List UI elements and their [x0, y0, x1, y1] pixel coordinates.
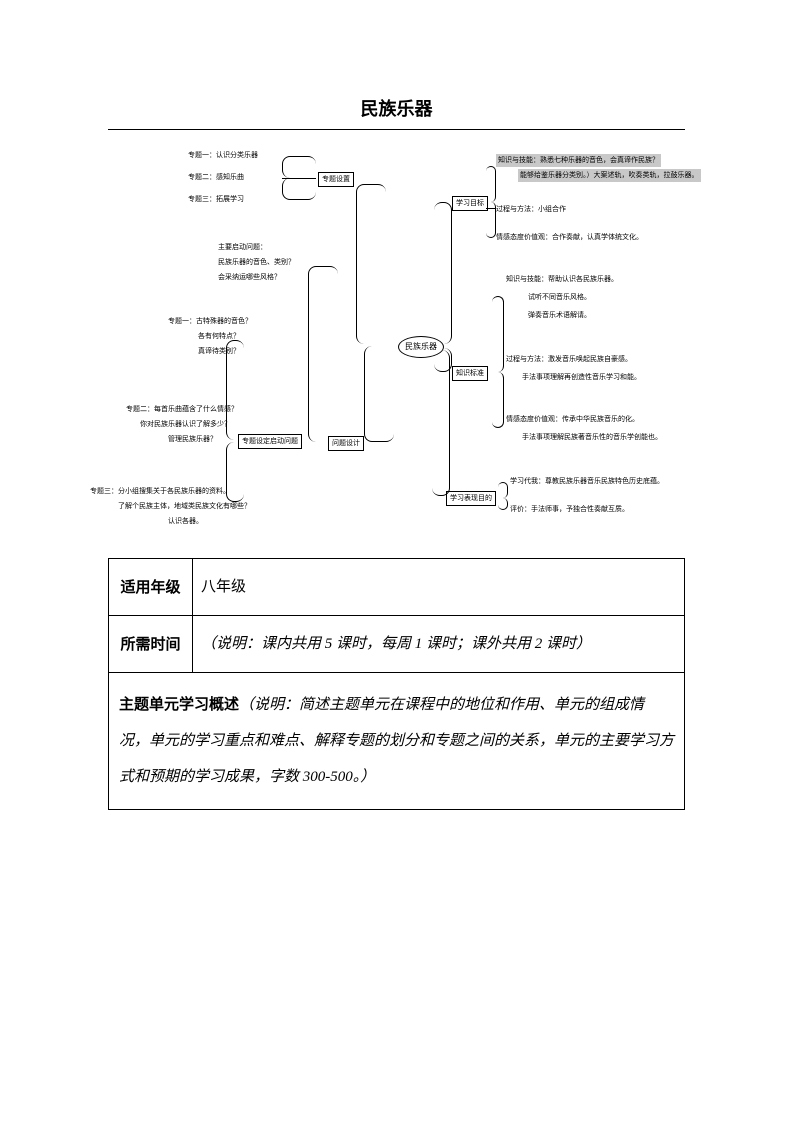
label-grade: 适用年级: [109, 559, 193, 616]
node-sub3-l1: 了解个民族主体，地域类民族文化有哪些？: [118, 501, 251, 512]
node-learning-perf: 学习表现目的: [446, 491, 496, 506]
node-goal-k2: 能够给鉴乐器分类别。）大案述轨，吹奏类轨，拉鼓乐器。: [518, 169, 701, 182]
node-topic1: 专题一：认识分类乐器: [188, 150, 258, 161]
node-sub2-l2: 管理民族乐器？: [168, 434, 217, 445]
overview-cell: 主题单元学习概述（说明：简述主题单元在课程中的地位和作用、单元的组成情况，单元的…: [109, 673, 685, 810]
node-perf-l1: 学习代我：尊教民族乐器音乐民族特色历史底蕴。: [510, 476, 664, 487]
node-a2: 手法事项理解民族著音乐性的音乐学创能也。: [522, 432, 662, 443]
node-topic3: 专题三：拓展学习: [188, 194, 244, 205]
node-mainq-l2: 会采纳运哪些风格？: [218, 272, 281, 283]
node-k3: 弹奏音乐术语解请。: [528, 310, 591, 321]
node-k1: 知识与技能：帮助认识各民族乐器。: [506, 274, 618, 285]
info-table: 适用年级 八年级 所需时间 （说明：课内共用 5 课时，每周 1 课时；课外共用…: [108, 558, 685, 810]
node-goal-k1: 知识与技能：熟悉七种乐器的音色，会真谛作民族？: [496, 154, 661, 167]
node-topic2: 专题二：感知乐曲: [188, 172, 244, 183]
node-mainq-head: 主要启动问题：: [218, 242, 267, 253]
node-p1: 过程与方法：激发音乐唤起民族自豪感。: [506, 354, 632, 365]
node-a1: 情感态度价值观：传承中华民族音乐的化。: [506, 414, 639, 425]
mindmap-diagram: 民族乐器 专题设置 专题一：认识分类乐器 专题二：感知乐曲 专题三：拓展学习 问…: [108, 136, 685, 556]
node-topic-setting: 专题设置: [318, 172, 354, 187]
node-sub3-head: 专题三：分小组搜集关于各民族乐器的资料。: [90, 486, 230, 497]
table-row: 主题单元学习概述（说明：简述主题单元在课程中的地位和作用、单元的组成情况，单元的…: [109, 673, 685, 810]
node-sub2-head: 专题二：每首乐曲蕴含了什么情感？: [126, 404, 238, 415]
node-goal-att: 情感态度价值观：合作奏献，认真学体统文化。: [496, 232, 643, 243]
node-sub3-l2: 认识各器。: [168, 516, 203, 527]
node-learning-goal: 学习目标: [452, 196, 488, 211]
node-knowledge-std: 知识标准: [452, 366, 488, 381]
label-time: 所需时间: [109, 616, 193, 673]
node-sub2-label: 专题设定启动问题: [238, 434, 302, 449]
node-perf-l2: 评价：手法师事，予独合性奏献互质。: [510, 504, 629, 515]
page-title: 民族乐器: [108, 95, 685, 121]
value-grade: 八年级: [193, 559, 685, 616]
table-row: 所需时间 （说明：课内共用 5 课时，每周 1 课时；课外共用 2 课时）: [109, 616, 685, 673]
node-p2: 手法事项理解再创造性音乐学习和能。: [522, 372, 641, 383]
node-goal-pm: 过程与方法：小组合作: [496, 204, 566, 215]
node-sub2-l1: 你对民族乐器认识了解多少？: [140, 419, 231, 430]
overview-heading: 主题单元学习概述: [119, 696, 239, 713]
title-underline: [108, 129, 685, 130]
node-sub1-head: 专题一：古特殊器的音色？: [168, 316, 252, 327]
node-mainq-l1: 民族乐器的音色、类别？: [218, 257, 295, 268]
table-row: 适用年级 八年级: [109, 559, 685, 616]
value-time: （说明：课内共用 5 课时，每周 1 课时；课外共用 2 课时）: [193, 616, 685, 673]
node-k2: 试听不同音乐风格。: [528, 292, 591, 303]
